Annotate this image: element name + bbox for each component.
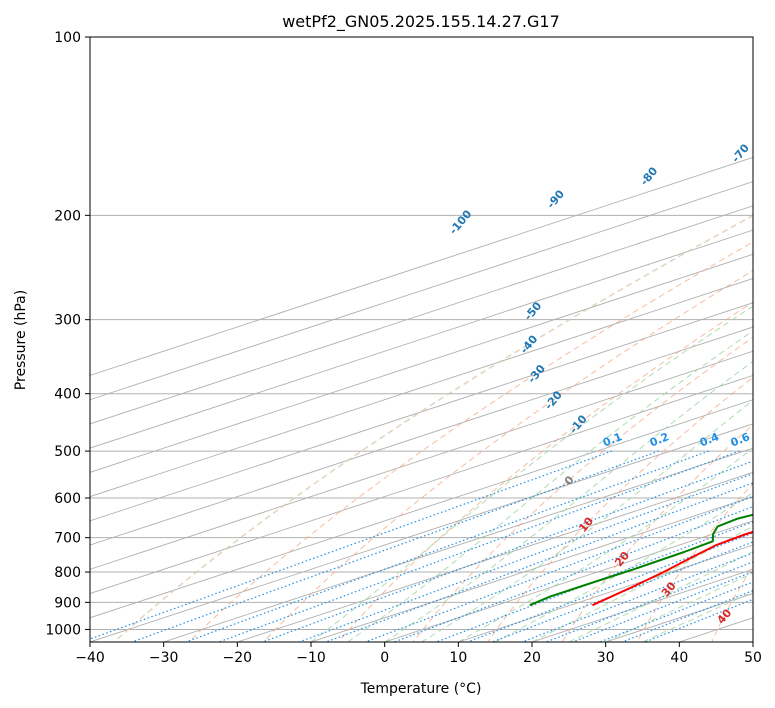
axis-ticks: −40 −30 −20 −10 0 10 20 30 40 50 100 200 300 400 500 60… (45, 30, 762, 666)
x-tick-label: −40 (75, 650, 105, 666)
x-tick-label: 20 (523, 650, 541, 666)
moist-adiabat-line (458, 447, 753, 642)
moist-adiabat-line (642, 591, 753, 642)
dry-adiabat-line (188, 241, 753, 642)
chart-title: wetPf2_GN05.2025.155.14.27.G17 (282, 12, 560, 32)
mixing-ratio-line (90, 450, 613, 640)
dry-adiabat-line (561, 424, 753, 642)
mixing-ratio-line (298, 472, 753, 642)
isotherm-line (90, 302, 753, 522)
moist-adiabat-line (494, 492, 753, 642)
isotherm-line (90, 423, 753, 642)
x-tick-label: 50 (744, 650, 762, 666)
x-tick-label: 10 (449, 650, 467, 666)
y-tick-label: 400 (54, 387, 81, 403)
isotherm-line (310, 496, 753, 642)
moist-adiabat-line (310, 305, 753, 642)
dry-adiabats (113, 214, 753, 642)
dry-adiabat-line (113, 214, 753, 642)
mixing-ratio-line (622, 589, 753, 642)
isotherm-line (90, 374, 753, 595)
mixing-ratio-lines (90, 450, 753, 642)
y-tick-label: 500 (54, 444, 81, 460)
mixing-ratio-line (436, 521, 753, 642)
x-tick-label: −20 (223, 650, 253, 666)
y-tick-label: 200 (54, 208, 81, 224)
mixing-ratio-line (393, 506, 753, 642)
isotherm-line (384, 520, 753, 642)
mixing-ratio-line (365, 495, 753, 642)
y-tick-label: 300 (54, 313, 81, 329)
mixing-ratio-line (492, 541, 753, 642)
y-axis-label: Pressure (hPa) (13, 290, 29, 390)
x-tick-label: 0 (380, 650, 389, 666)
isotherm-line (163, 447, 753, 642)
isotherm-line (90, 399, 753, 619)
x-axis-label: Temperature (°C) (360, 681, 482, 697)
plot-area: 0.10.20.40.611.52346810131620253036-100-… (90, 37, 753, 642)
isotherms (90, 156, 753, 642)
plot-frame (89, 36, 754, 643)
mixing-ratio-line (325, 482, 753, 642)
moist-adiabats (310, 305, 753, 642)
y-tick-label: 900 (54, 595, 81, 611)
moist-adiabat-line (421, 399, 753, 642)
mixing-ratio-line (262, 460, 753, 642)
y-tick-label: 1000 (45, 622, 81, 638)
isotherm-line (90, 253, 753, 473)
y-tick-label: 100 (54, 30, 81, 46)
y-tick-label: 700 (54, 531, 81, 547)
isotherm-line (90, 181, 753, 401)
dry-adiabat-line (263, 270, 753, 642)
isotherm-line (90, 350, 753, 570)
isotherm-line (90, 229, 753, 449)
isotherm-line (90, 205, 753, 425)
dry-adiabat-line (337, 301, 753, 642)
mixing-ratio-line (546, 561, 753, 642)
y-tick-label: 800 (54, 565, 81, 581)
dry-adiabat-line (487, 376, 753, 642)
moist-adiabat-line (347, 330, 753, 642)
moist-adiabat-line (531, 525, 753, 642)
dry-adiabat-line (636, 482, 753, 642)
x-tick-label: 40 (670, 650, 688, 666)
isotherm-line (90, 278, 753, 498)
isotherm-line (90, 326, 753, 546)
y-tick-label: 600 (54, 491, 81, 507)
mixing-ratio-line (185, 450, 709, 642)
x-tick-label: −10 (296, 650, 326, 666)
isotherm-line (90, 156, 753, 376)
x-tick-label: −30 (149, 650, 179, 666)
isotherm-line (237, 471, 753, 642)
x-tick-label: 30 (597, 650, 615, 666)
